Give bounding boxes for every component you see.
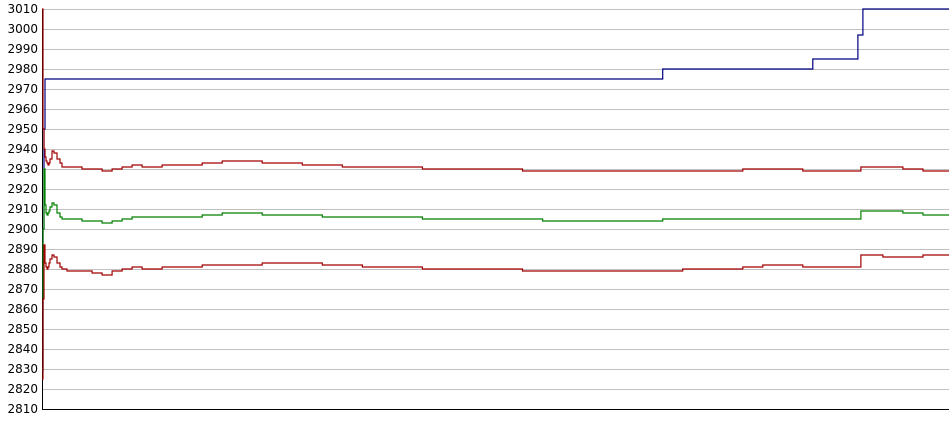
y-tick-label: 3000 — [7, 22, 38, 36]
y-tick-label: 2930 — [7, 162, 38, 176]
y-tick-label: 2920 — [7, 182, 38, 196]
y-tick-label: 3010 — [7, 2, 38, 16]
series-line-3 — [42, 168, 949, 370]
y-tick-label: 2880 — [7, 262, 38, 276]
y-tick-label: 2990 — [7, 42, 38, 56]
series-line-2 — [42, 8, 949, 172]
series-line-1 — [42, 8, 949, 372]
y-tick-label: 2890 — [7, 242, 38, 256]
y-tick-label: 2980 — [7, 62, 38, 76]
y-tick-label: 2870 — [7, 282, 38, 296]
y-tick-label: 2820 — [7, 382, 38, 396]
y-tick-label: 2850 — [7, 322, 38, 336]
y-tick-label: 2910 — [7, 202, 38, 216]
y-tick-label: 2960 — [7, 102, 38, 116]
series-lines — [42, 8, 949, 380]
y-tick-label: 2900 — [7, 222, 38, 236]
y-tick-label: 2970 — [7, 82, 38, 96]
y-tick-label: 2830 — [7, 362, 38, 376]
series-line-4 — [42, 244, 949, 380]
y-tick-label: 2860 — [7, 302, 38, 316]
y-tick-label: 2950 — [7, 122, 38, 136]
y-tick-label: 2940 — [7, 142, 38, 156]
y-tick-label: 2810 — [7, 402, 38, 416]
y-tick-labels: 2810 2820 2830 2840 2850 2860 2870 2880 2890 2900… — [7, 2, 38, 416]
y-tick-label: 2840 — [7, 342, 38, 356]
